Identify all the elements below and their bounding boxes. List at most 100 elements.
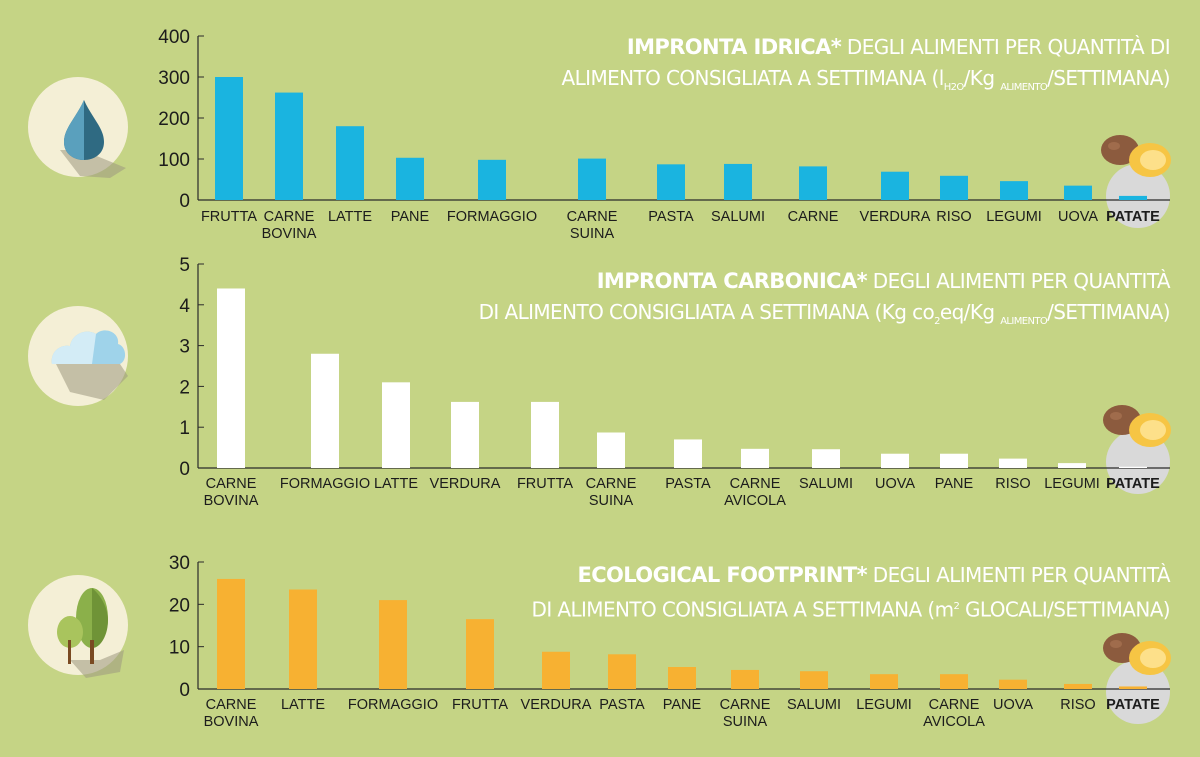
category-label: UOVA [1058,209,1098,225]
bar-salumi [724,163,752,200]
bar-uova [1064,185,1092,200]
y-tick-label: 3 [179,337,190,358]
category-label: RISO [936,209,971,225]
category-label: CARNE AVICOLA [923,697,985,730]
category-label: RISO [1060,697,1095,713]
category-label: CARNE BOVINA [204,697,259,730]
bar-formaggio [379,600,407,689]
category-label: SALUMI [799,476,853,492]
bar-pane [940,453,968,468]
bar-frutta [215,77,243,200]
category-label: CARNE AVICOLA [724,476,786,509]
bar-carne-suina [578,158,606,200]
bar-verdura [451,401,479,468]
category-label: UOVA [875,476,915,492]
bar-carne-suina [731,669,759,689]
category-label: PANE [935,476,974,492]
y-tick-label: 20 [169,595,190,616]
bar-latte [289,589,317,689]
bar-formaggio [311,353,339,468]
category-label: SALUMI [787,697,841,713]
trees-icon [28,575,128,678]
category-label: LATTE [374,476,418,492]
bar-riso [1064,683,1092,689]
category-label: FRUTTA [201,209,257,225]
category-label: PATATE [1106,697,1160,713]
category-label: SALUMI [711,209,765,225]
bar-carne-bovina [275,92,303,200]
patate-highlight-3 [1106,660,1170,724]
category-label: LEGUMI [986,209,1042,225]
bar-legumi [1000,181,1028,200]
category-label: CARNE [788,209,839,225]
bar-patate [1119,466,1147,468]
ecological-footprint-chart: 0 10 20 30 CARNE BOVINA LATTE FORMAGGIO FRUTTA VE… [169,553,1170,730]
category-label: PANE [663,697,702,713]
category-label: VERDURA [521,697,592,713]
bar-pasta [608,654,636,689]
bar-salumi [800,671,828,689]
bar-frutta [466,619,494,689]
eco-chart-title: ECOLOGICAL FOOTPRINT* DEGLI ALIMENTI PER… [531,563,1171,622]
category-label: PATATE [1106,209,1160,225]
bar-frutta [531,401,559,468]
y-tick-label: 200 [158,109,190,130]
category-label: LEGUMI [856,697,912,713]
bar-legumi [1058,463,1086,468]
y-tick-label: 0 [179,191,190,212]
category-label: CARNE SUINA [567,209,618,242]
bar-patate [1119,195,1147,200]
carbon-chart-title: IMPRONTA CARBONICA* DEGLI ALIMENTI PER Q… [478,269,1171,327]
category-label: FRUTTA [517,476,573,492]
category-label: LEGUMI [1044,476,1100,492]
bar-formaggio [478,159,506,200]
y-tick-label: 4 [179,296,190,317]
potato-icon [1103,633,1171,675]
category-label: FORMAGGIO [447,209,537,225]
bar-patate [1119,686,1147,689]
category-label: FORMAGGIO [280,476,370,492]
bar-pane [396,157,424,200]
category-label: CARNE BOVINA [204,476,259,509]
y-tick-label: 5 [179,255,190,276]
y-tick-label: 30 [169,553,190,574]
bar-riso [999,458,1027,468]
category-label: PANE [391,209,430,225]
category-label: RISO [995,476,1030,492]
category-label: PASTA [648,209,694,225]
category-label: FRUTTA [452,697,508,713]
bar-carne [799,166,827,200]
y-tick-label: 300 [158,68,190,89]
bar-latte [382,382,410,468]
y-tick-label: 0 [179,459,190,480]
y-tick-label: 100 [158,150,190,171]
y-tick-label: 2 [179,377,190,398]
category-label: LATTE [281,697,325,713]
potato-icon [1103,405,1171,447]
category-label: PASTA [665,476,711,492]
y-tick-label: 0 [179,680,190,701]
category-label: CARNE SUINA [720,697,771,730]
category-label: FORMAGGIO [348,697,438,713]
category-label: VERDURA [860,209,931,225]
bar-uova [999,679,1027,689]
potato-icon [1101,135,1171,177]
category-label: CARNE BOVINA [262,209,317,242]
category-label: LATTE [328,209,372,225]
water-drop-icon [28,77,128,178]
carbon-footprint-chart: 0 1 2 3 4 5 CARNE BOVINA FORMAGGIO LATTE VERDURA FR… [179,255,1170,509]
category-label: UOVA [993,697,1033,713]
bar-pane [668,666,696,689]
water-footprint-chart: 0 100 200 300 400 FRUTTA CARNE BOVINA LATTE PANE F… [158,27,1170,242]
bar-pasta [657,164,685,200]
bar-pasta [674,439,702,468]
cloud-icon [28,306,128,406]
bar-latte [336,126,364,200]
bar-riso [940,175,968,200]
y-tick-label: 1 [179,418,190,439]
bar-carne-avicola [940,674,968,689]
bar-salumi [812,449,840,468]
category-label: PASTA [599,697,645,713]
bar-carne-bovina [217,578,245,689]
